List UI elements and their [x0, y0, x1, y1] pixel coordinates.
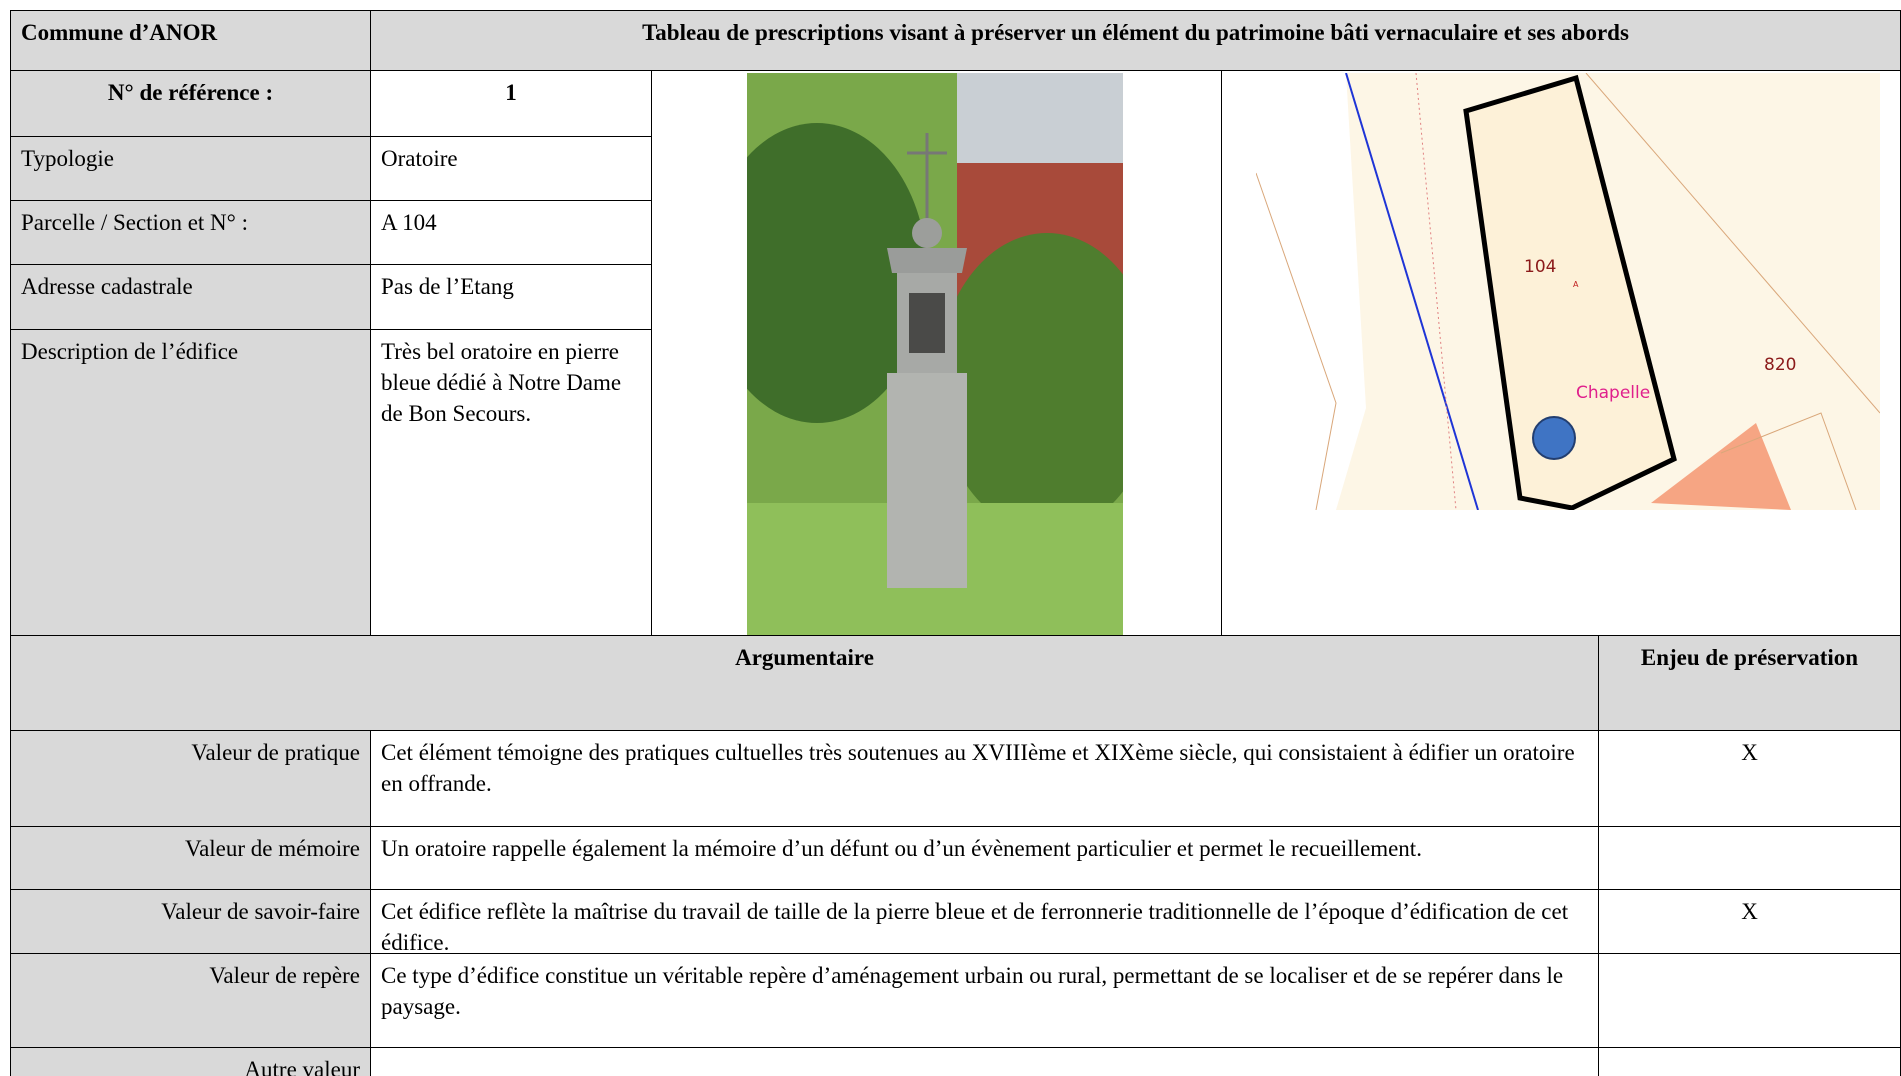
value-label: Valeur de savoir-faire — [10, 889, 371, 954]
argumentaire-heading: Argumentaire — [10, 635, 1599, 731]
value-label: Valeur de mémoire — [10, 826, 371, 890]
enjeu: X — [1598, 889, 1901, 954]
enjeu: X — [1598, 730, 1901, 827]
value-label: Autre valeur — [10, 1047, 371, 1076]
cadastral-map: 104 A Chapelle 820 — [1256, 73, 1880, 510]
enjeu — [1598, 826, 1901, 890]
value-text: Cet édifice reflète la maîtrise du trava… — [370, 889, 1599, 954]
value-label: Valeur de repère — [10, 953, 371, 1048]
map-cell: 104 A Chapelle 820 — [1221, 70, 1901, 636]
info-value: Très bel oratoire en pierre bleue dédié … — [370, 329, 652, 637]
info-value: Oratoire — [370, 136, 652, 201]
value-text — [370, 1047, 1599, 1076]
enjeu — [1598, 953, 1901, 1048]
info-label: Parcelle / Section et N° : — [10, 200, 371, 265]
title: Tableau de prescriptions visant à préser… — [370, 10, 1901, 71]
map-label: Chapelle — [1576, 383, 1650, 403]
reference: 1 — [370, 70, 652, 137]
commune: Commune d’ANOR — [10, 10, 371, 71]
map-label: 820 — [1764, 355, 1796, 375]
enjeu-heading: Enjeu de préservation — [1598, 635, 1901, 731]
map-label: 104 — [1524, 257, 1556, 277]
photo-cell — [651, 70, 1222, 636]
info-value: Pas de l’Etang — [370, 264, 652, 330]
value-text: Ce type d’édifice constitue un véritable… — [370, 953, 1599, 1048]
map-label: A — [1573, 280, 1579, 289]
value-label: Valeur de pratique — [10, 730, 371, 827]
info-label: Typologie — [10, 136, 371, 201]
info-label: Adresse cadastrale — [10, 264, 371, 330]
enjeu — [1598, 1047, 1901, 1076]
info-label: Description de l’édifice — [10, 329, 371, 637]
reference-label: N° de référence : — [10, 70, 371, 137]
info-value: A 104 — [370, 200, 652, 265]
photo — [747, 73, 1123, 635]
value-text: Un oratoire rappelle également la mémoir… — [370, 826, 1599, 890]
value-text: Cet élément témoigne des pratiques cultu… — [370, 730, 1599, 827]
